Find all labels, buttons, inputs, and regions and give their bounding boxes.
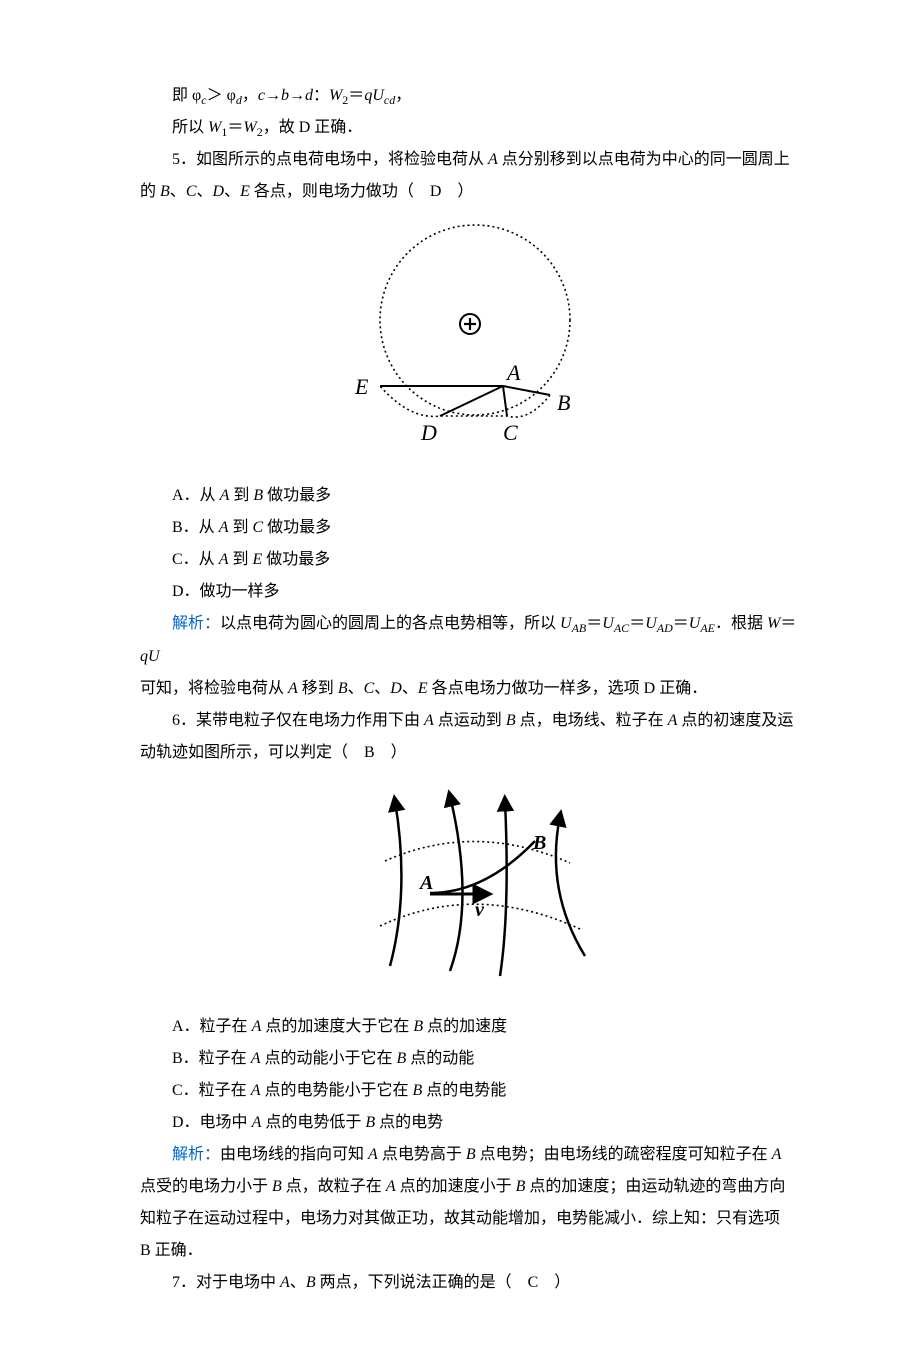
pre-line-1: 即 φc＞ φd，c→b→d：W2＝qUcd， bbox=[140, 80, 810, 112]
q6-stem-2: 动轨迹如图所示，可以判定（ B ） bbox=[140, 737, 810, 769]
pre-line-2: 所以 W1＝W2，故 D 正确． bbox=[140, 112, 810, 144]
q6-analysis-1: 解析：由电场线的指向可知 A 点电势高于 B 点电势；由电场线的疏密程度可知粒子… bbox=[140, 1139, 810, 1171]
q6-option-c: C．粒子在 A 点的电势能小于它在 B 点的电势能 bbox=[140, 1075, 810, 1107]
q5-analysis-2: 可知，将检验电荷从 A 移到 B、C、D、E 各点电场力做功一样多，选项 D 正… bbox=[140, 673, 810, 705]
q7-stem: 7．对于电场中 A、B 两点，下列说法正确的是（ C ） bbox=[140, 1267, 810, 1299]
q5-option-b: B．从 A 到 C 做功最多 bbox=[140, 512, 810, 544]
q6-svg: A B v bbox=[335, 781, 615, 981]
analysis-label: 解析： bbox=[172, 1146, 220, 1163]
analysis-label: 解析： bbox=[172, 615, 220, 632]
label-C: C bbox=[503, 420, 518, 445]
q5-option-a: A．从 A 到 B 做功最多 bbox=[140, 480, 810, 512]
label-A: A bbox=[505, 360, 521, 385]
q5-option-d: D．做功一样多 bbox=[140, 576, 810, 608]
q6-analysis-4: B 正确． bbox=[140, 1235, 810, 1267]
q6-figure: A B v bbox=[140, 781, 810, 993]
q5-option-c: C．从 A 到 E 做功最多 bbox=[140, 544, 810, 576]
label-B: B bbox=[557, 390, 570, 415]
label-v: v bbox=[475, 899, 485, 921]
q5-figure: A B C D E bbox=[140, 220, 810, 462]
label-D: D bbox=[420, 420, 437, 445]
q6-option-d: D．电场中 A 点的电势低于 B 点的电势 bbox=[140, 1107, 810, 1139]
q6-stem-1: 6．某带电粒子仅在电场力作用下由 A 点运动到 B 点，电场线、粒子在 A 点的… bbox=[140, 705, 810, 737]
q5-stem-2: 的 B、C、D、E 各点，则电场力做功（ D ） bbox=[140, 176, 810, 208]
q6-analysis-2: 点受的电场力小于 B 点，故粒子在 A 点的加速度小于 B 点的加速度；由运动轨… bbox=[140, 1171, 810, 1203]
q5-stem-1: 5．如图所示的点电荷电场中，将检验电荷从 A 点分别移到以点电荷为中心的同一圆周… bbox=[140, 144, 810, 176]
q5-svg: A B C D E bbox=[325, 220, 625, 450]
label-E: E bbox=[354, 374, 369, 399]
q6-option-a: A．粒子在 A 点的加速度大于它在 B 点的加速度 bbox=[140, 1011, 810, 1043]
label-B: B bbox=[532, 832, 546, 854]
page: 即 φc＞ φd，c→b→d：W2＝qUcd， 所以 W1＝W2，故 D 正确．… bbox=[0, 0, 920, 1359]
q5-analysis-1: 解析：以点电荷为圆心的圆周上的各点电势相等，所以 UAB＝UAC＝UAD＝UAE… bbox=[140, 608, 810, 672]
q6-option-b: B．粒子在 A 点的动能小于它在 B 点的动能 bbox=[140, 1043, 810, 1075]
label-A: A bbox=[418, 872, 433, 894]
q6-analysis-3: 知粒子在运动过程中，电场力对其做正功，故其动能增加，电势能减小．综上知：只有选项 bbox=[140, 1203, 810, 1235]
